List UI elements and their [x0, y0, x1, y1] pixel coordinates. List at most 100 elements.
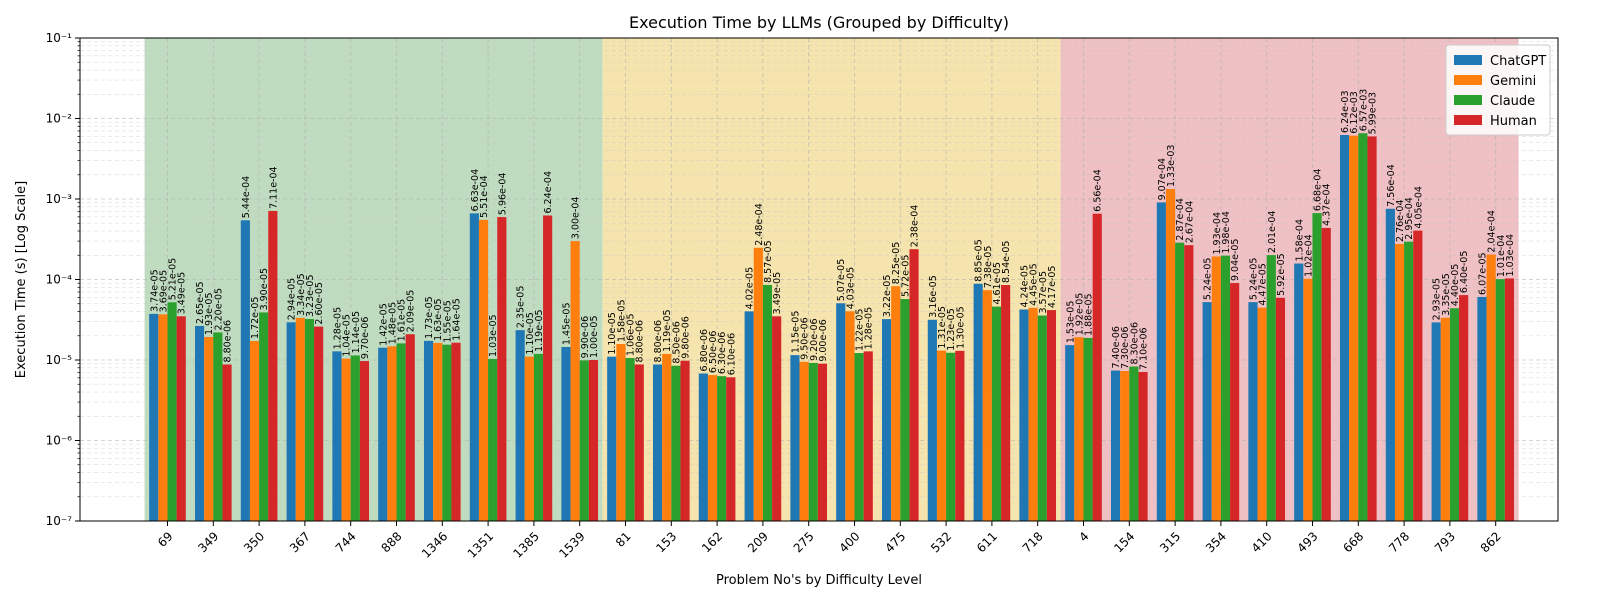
- data-label: 1.14e-05: [351, 311, 362, 354]
- bar-human-1346: [451, 342, 461, 521]
- bar-claude-410: [1266, 255, 1276, 521]
- data-label: 9.00e-06: [818, 319, 829, 362]
- bar-gemini-154: [1120, 371, 1130, 521]
- data-label: 4.05e-04: [1413, 186, 1424, 229]
- bar-gemini-793: [1440, 317, 1450, 521]
- data-label: 3.90e-05: [259, 268, 270, 311]
- bar-human-475: [909, 249, 919, 522]
- data-label: 6.07e-05: [1477, 252, 1488, 295]
- bar-claude-275: [808, 362, 818, 521]
- bar-claude-400: [854, 353, 864, 521]
- bar-claude-367: [304, 319, 315, 521]
- bar-gemini-69: [158, 314, 168, 521]
- data-label: 4.61e-05: [992, 262, 1003, 305]
- data-label: 1.93e-04: [1212, 212, 1223, 255]
- x-axis-label: Problem No's by Difficulty Level: [716, 573, 922, 588]
- data-label: 2.93e-05: [1432, 278, 1443, 321]
- data-label: 8.80e-06: [223, 320, 234, 363]
- bar-claude-4: [1083, 337, 1093, 521]
- data-labels: 3.74e-05 2.65e-05 5.44e-04 2.94e-05 1.28e-05…: [149, 89, 1516, 376]
- data-label: 7.56e-04: [1386, 164, 1397, 207]
- x-tick-label: 1385: [511, 529, 542, 560]
- data-label: 4.24e-05: [1019, 265, 1030, 308]
- bar-gemini-367: [295, 317, 305, 521]
- x-tick-label: 611: [974, 529, 1000, 555]
- data-label: 1.30e-05: [955, 306, 966, 349]
- bar-chatgpt-1346: [423, 340, 434, 521]
- data-label: 3.49e-05: [772, 272, 783, 315]
- bar-gemini-718: [1028, 307, 1038, 521]
- data-label: 2.04e-04: [1487, 210, 1498, 253]
- legend-box: [1445, 44, 1551, 136]
- bar-human-611: [1001, 285, 1011, 521]
- bar-gemini-1385: [524, 356, 534, 521]
- bar-chatgpt-315: [1156, 202, 1166, 522]
- bar-gemini-275: [799, 361, 809, 521]
- data-label: 1.61e-05: [397, 299, 408, 342]
- data-label: 1.19e-05: [662, 309, 673, 352]
- x-tick-label: 349: [195, 529, 221, 555]
- bar-human-209: [772, 316, 782, 521]
- data-label: 9.90e-06: [580, 316, 591, 359]
- bar-gemini-81: [616, 344, 626, 521]
- data-label: 3.22e-05: [882, 275, 893, 318]
- data-label: 1.73e-05: [424, 296, 435, 339]
- bar-claude-350: [259, 312, 269, 521]
- bar-gemini-1346: [433, 342, 443, 521]
- data-label: 5.92e-05: [1276, 253, 1287, 296]
- bar-claude-475: [900, 299, 910, 521]
- bar-human-862: [1504, 278, 1515, 521]
- bar-chatgpt-493: [1294, 263, 1304, 521]
- bar-human-493: [1321, 227, 1331, 522]
- bar-human-668: [1367, 136, 1377, 521]
- x-tick-label: 532: [928, 529, 954, 555]
- bar-human-350: [268, 210, 278, 521]
- data-label: 1.10e-05: [525, 312, 536, 355]
- bar-human-81: [634, 364, 644, 521]
- bar-claude-1351: [488, 358, 498, 521]
- data-label: 8.25e-05: [891, 242, 902, 285]
- data-label: 2.38e-04: [910, 205, 921, 248]
- data-label: 2.65e-05: [195, 281, 206, 324]
- bar-human-1385: [543, 215, 553, 521]
- data-label: 4.03e-05: [845, 267, 856, 310]
- x-tick-label: 1351: [465, 529, 496, 560]
- data-label: 1.28e-05: [864, 307, 875, 350]
- y-tick-label: 10⁻⁷: [46, 514, 73, 528]
- data-label: 6.40e-05: [1459, 251, 1470, 294]
- bar-chatgpt-888: [378, 347, 388, 521]
- x-tick-label: 154: [1111, 529, 1137, 555]
- data-label: 2.67e-04: [1184, 201, 1195, 244]
- bar-chatgpt-793: [1431, 322, 1441, 521]
- data-label: 1.88e-05: [1084, 293, 1095, 336]
- data-label: 4.17e-05: [1047, 266, 1058, 309]
- data-label: 2.01e-04: [1267, 211, 1278, 254]
- data-label: 3.16e-05: [928, 275, 939, 318]
- x-tick-label: 275: [791, 529, 817, 555]
- bar-claude-1385: [533, 353, 544, 521]
- data-label: 1.64e-05: [452, 298, 463, 341]
- x-tick-label: 69: [155, 529, 176, 550]
- bar-human-778: [1413, 230, 1423, 522]
- data-label: 6.30e-06: [717, 332, 728, 375]
- bar-human-153: [680, 360, 690, 521]
- x-tick-label: 4: [1076, 529, 1091, 544]
- bar-chatgpt-862: [1477, 296, 1487, 521]
- data-label: 4.02e-05: [745, 267, 756, 310]
- bar-claude-611: [991, 306, 1002, 521]
- bar-human-532: [955, 350, 965, 521]
- x-tick-label: 668: [1340, 529, 1366, 555]
- bar-claude-154: [1129, 366, 1139, 521]
- data-label: 6.50e-06: [708, 331, 719, 374]
- bar-human-1351: [497, 217, 507, 521]
- data-label: 5.51e-04: [479, 175, 490, 218]
- bar-human-315: [1184, 245, 1194, 522]
- x-tick-label: 410: [1249, 529, 1275, 555]
- data-label: 3.00e-04: [571, 197, 582, 240]
- legend-entry-chatgpt: ChatGPT: [1490, 54, 1546, 69]
- data-label: 1.92e-05: [1074, 293, 1085, 336]
- bar-gemini-744: [341, 358, 351, 521]
- legend: ChatGPT Gemini Claude Human: [1445, 44, 1551, 136]
- x-tick-label: 1346: [419, 529, 450, 560]
